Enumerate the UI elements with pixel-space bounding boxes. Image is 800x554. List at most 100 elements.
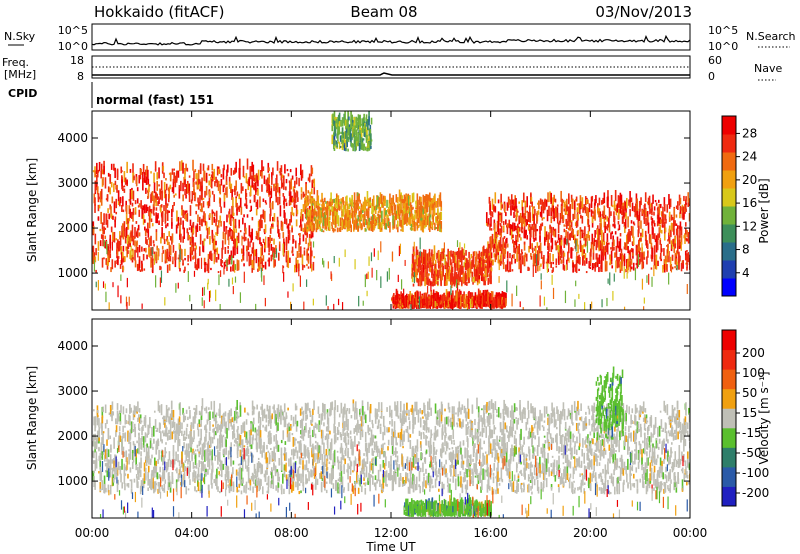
range-cell: [359, 220, 361, 229]
range-cell: [132, 410, 135, 421]
range-cell: [514, 247, 516, 254]
range-cell: [137, 448, 139, 454]
range-cell: [104, 483, 106, 491]
range-cell: [99, 472, 102, 481]
range-cell: [161, 190, 163, 201]
scatter-cell: [157, 248, 159, 261]
range-cell: [558, 237, 561, 245]
range-cell: [124, 467, 127, 471]
range-cell: [562, 199, 565, 203]
scatter-cell: [600, 260, 602, 270]
range-cell: [513, 254, 515, 259]
range-cell: [563, 252, 566, 257]
range-cell: [536, 242, 539, 248]
range-cell: [466, 259, 468, 271]
range-cell: [490, 216, 492, 227]
range-cell: [304, 200, 306, 206]
range-cell: [102, 452, 105, 455]
range-cell: [257, 189, 259, 196]
range-cell: [169, 235, 172, 241]
range-cell: [533, 214, 535, 226]
range-cell: [648, 195, 651, 204]
range-cell: [127, 241, 130, 249]
range-cell: [491, 198, 494, 210]
range-cell: [288, 191, 291, 197]
range-cell: [306, 220, 309, 225]
range-cell: [341, 141, 344, 146]
range-cell: [602, 197, 604, 205]
range-cell: [351, 194, 353, 207]
range-cell: [307, 195, 309, 202]
scatter-cell: [246, 249, 248, 262]
range-cell: [492, 244, 495, 253]
range-cell: [611, 242, 614, 252]
range-cell: [661, 211, 664, 222]
range-cell: [121, 484, 124, 489]
range-cell: [422, 207, 425, 215]
range-cell: [552, 254, 554, 262]
range-cell: [93, 409, 95, 412]
range-cell: [584, 226, 586, 238]
scatter-cell: [576, 252, 578, 261]
range-cell: [431, 269, 434, 275]
range-cell: [580, 229, 583, 232]
range-cell: [382, 202, 384, 208]
range-cell: [422, 223, 425, 233]
range-cell: [406, 210, 409, 214]
range-cell: [298, 263, 300, 272]
range-cell: [493, 228, 496, 240]
range-cell: [659, 239, 662, 245]
range-cell: [215, 248, 217, 253]
range-cell: [451, 294, 453, 302]
range-cell: [368, 142, 371, 151]
range-cell: [97, 430, 99, 440]
range-cell: [475, 256, 477, 267]
scatter-cell: [310, 241, 312, 254]
range-cell: [121, 458, 123, 470]
range-cell: [515, 212, 518, 221]
range-cell: [379, 192, 382, 204]
range-cell: [265, 202, 268, 205]
range-cell: [429, 197, 432, 202]
scatter-cell: [203, 238, 205, 246]
range-cell: [419, 291, 422, 303]
range-cell: [102, 406, 104, 412]
scatter-cell: [249, 241, 251, 248]
range-cell: [427, 257, 429, 268]
range-cell: [435, 273, 438, 276]
range-cell: [234, 185, 236, 192]
range-cell: [268, 184, 270, 195]
range-cell: [240, 182, 243, 194]
range-cell: [171, 208, 173, 218]
range-cell: [113, 231, 116, 243]
range-cell: [164, 189, 167, 194]
range-cell: [114, 167, 116, 179]
range-cell: [387, 218, 390, 222]
range-cell: [348, 116, 350, 121]
range-cell: [624, 200, 626, 211]
range-cell: [273, 183, 275, 192]
range-cell: [303, 250, 306, 256]
scatter-cell: [111, 241, 113, 251]
range-cell: [163, 172, 165, 179]
range-cell: [318, 203, 321, 206]
range-cell: [281, 174, 284, 179]
range-cell: [499, 211, 501, 222]
range-cell: [653, 254, 656, 265]
range-cell: [184, 168, 186, 181]
range-cell: [568, 227, 570, 231]
range-cell: [138, 209, 141, 217]
range-cell: [232, 264, 234, 272]
range-cell: [130, 421, 133, 433]
range-cell: [437, 221, 439, 225]
range-cell: [349, 215, 352, 220]
range-cell: [107, 428, 110, 436]
range-cell: [259, 196, 261, 208]
range-cell: [420, 196, 422, 204]
range-cell: [257, 169, 260, 181]
range-cell: [116, 248, 119, 256]
range-cell: [619, 253, 622, 260]
range-cell: [547, 253, 549, 256]
range-cell: [569, 224, 572, 231]
range-cell: [418, 262, 421, 268]
